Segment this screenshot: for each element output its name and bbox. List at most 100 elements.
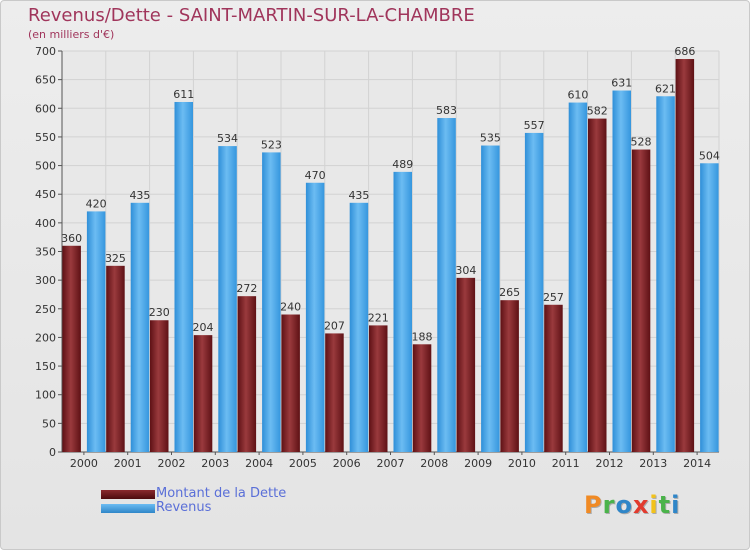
- tick-label-y-200: 200: [35, 331, 56, 344]
- bar-revenus-2010: [524, 132, 544, 452]
- axes: 0 50 100 150 200 250 300 350 400 450 500 550 600 650 7…: [35, 45, 719, 470]
- bar-dette-2009: [456, 277, 476, 452]
- bar-revenus-2007: [393, 171, 412, 452]
- logo-letter: i: [649, 491, 659, 519]
- legend-swatch-dette: [101, 490, 155, 499]
- data-label-dette-2001: 325: [105, 252, 126, 265]
- data-label-revenus-2009: 535: [480, 132, 501, 145]
- tick-label-x-2009: 2009: [464, 457, 492, 470]
- tick-label-y-300: 300: [35, 274, 56, 287]
- bar-revenus-2013: [656, 96, 675, 453]
- data-label-dette-2004: 272: [236, 282, 257, 295]
- bar-revenus-2003: [218, 146, 237, 452]
- tick-label-x-2007: 2007: [377, 457, 405, 470]
- data-label-dette-2014: 686: [674, 45, 695, 58]
- bar-dette-2006: [325, 333, 344, 452]
- logo-letter: r: [602, 491, 616, 519]
- proxiti-logo: Proxiti: [584, 491, 680, 519]
- data-label-dette-2011: 257: [543, 291, 564, 304]
- data-label-revenus-2006: 435: [348, 189, 369, 202]
- bar-revenus-2001: [130, 202, 150, 452]
- chart-subtitle: (en milliers d'€): [28, 28, 115, 41]
- bar-revenus-2012: [612, 90, 631, 452]
- data-label-dette-2009: 304: [455, 264, 476, 277]
- bar-dette-2001: [106, 265, 125, 452]
- tick-label-y-250: 250: [35, 303, 56, 316]
- bar-dette-2005: [281, 314, 300, 452]
- tick-label-y-500: 500: [35, 160, 56, 173]
- tick-label-x-2012: 2012: [596, 457, 624, 470]
- bar-revenus-2008: [437, 118, 456, 452]
- data-label-revenus-2000: 420: [86, 197, 107, 210]
- data-label-revenus-2007: 489: [392, 158, 413, 171]
- bar-dette-2007: [369, 325, 388, 452]
- tick-label-x-2005: 2005: [289, 457, 317, 470]
- bars: [62, 59, 719, 453]
- data-label-dette-2012: 582: [587, 105, 608, 118]
- legend-swatch-revenus: [101, 504, 155, 513]
- data-label-revenus-2011: 610: [567, 89, 588, 102]
- tick-label-y-150: 150: [35, 360, 56, 373]
- data-label-revenus-2003: 534: [217, 132, 238, 145]
- bar-dette-2013: [631, 149, 651, 452]
- bar-dette-2014: [675, 59, 695, 453]
- data-label-revenus-2001: 435: [129, 189, 150, 202]
- data-label-revenus-2013: 621: [655, 82, 676, 95]
- data-label-revenus-2014: 504: [699, 149, 720, 162]
- tick-label-y-650: 650: [35, 74, 56, 87]
- bar-dette-2008: [412, 344, 432, 452]
- bar-revenus-2006: [349, 202, 369, 452]
- tick-label-y-700: 700: [35, 45, 56, 58]
- tick-label-x-2004: 2004: [245, 457, 273, 470]
- tick-label-y-450: 450: [35, 188, 56, 201]
- bar-dette-2010: [500, 300, 519, 452]
- logo-letter: t: [658, 491, 672, 519]
- tick-label-y-0: 0: [49, 446, 56, 459]
- data-labels: 360 420 325 435 230 611 204 534 272 523 240 470 207 4…: [61, 45, 720, 343]
- tick-label-x-2003: 2003: [201, 457, 229, 470]
- data-label-revenus-2004: 523: [261, 138, 282, 151]
- tick-label-x-2002: 2002: [158, 457, 186, 470]
- data-label-revenus-2012: 631: [611, 77, 632, 90]
- grid-lines: [61, 50, 720, 453]
- legend-label-dette: Montant de la Dette: [156, 486, 287, 501]
- tick-label-y-550: 550: [35, 131, 56, 144]
- data-label-revenus-2002: 611: [173, 88, 194, 101]
- tick-label-y-50: 50: [42, 417, 56, 430]
- chart-title: Revenus/Dette - SAINT-MARTIN-SUR-LA-CHAM…: [28, 5, 475, 26]
- data-label-dette-2002: 230: [149, 306, 170, 319]
- data-label-revenus-2010: 557: [524, 119, 545, 132]
- bar-revenus-2002: [174, 101, 193, 452]
- legend-label-revenus: Revenus: [156, 500, 212, 515]
- tick-label-y-400: 400: [35, 217, 56, 230]
- data-label-dette-2006: 207: [324, 319, 345, 332]
- logo-letter: P: [584, 491, 603, 519]
- bar-revenus-2009: [481, 145, 500, 452]
- data-label-revenus-2005: 470: [305, 169, 326, 182]
- bar-revenus-2005: [305, 182, 325, 452]
- tick-label-x-2013: 2013: [639, 457, 667, 470]
- data-label-dette-2013: 528: [631, 136, 652, 149]
- tick-label-y-100: 100: [35, 389, 56, 402]
- logo-letter: i: [671, 491, 681, 519]
- logo-letter: o: [615, 491, 633, 519]
- tick-label-y-350: 350: [35, 246, 56, 259]
- data-label-revenus-2008: 583: [436, 104, 457, 117]
- tick-label-x-2011: 2011: [552, 457, 580, 470]
- bar-revenus-2014: [700, 163, 719, 452]
- tick-label-x-2008: 2008: [420, 457, 448, 470]
- tick-label-x-2010: 2010: [508, 457, 536, 470]
- data-label-dette-2000: 360: [61, 232, 82, 245]
- data-label-dette-2010: 265: [499, 286, 520, 299]
- bar-revenus-2000: [86, 211, 106, 452]
- bar-dette-2004: [237, 296, 257, 452]
- data-label-dette-2005: 240: [280, 301, 301, 314]
- tick-label-x-2006: 2006: [333, 457, 361, 470]
- bar-dette-2011: [544, 304, 563, 452]
- logo-letter: x: [632, 491, 650, 519]
- bar-dette-2000: [62, 245, 81, 452]
- bar-revenus-2011: [568, 102, 588, 453]
- bar-dette-2003: [193, 335, 213, 452]
